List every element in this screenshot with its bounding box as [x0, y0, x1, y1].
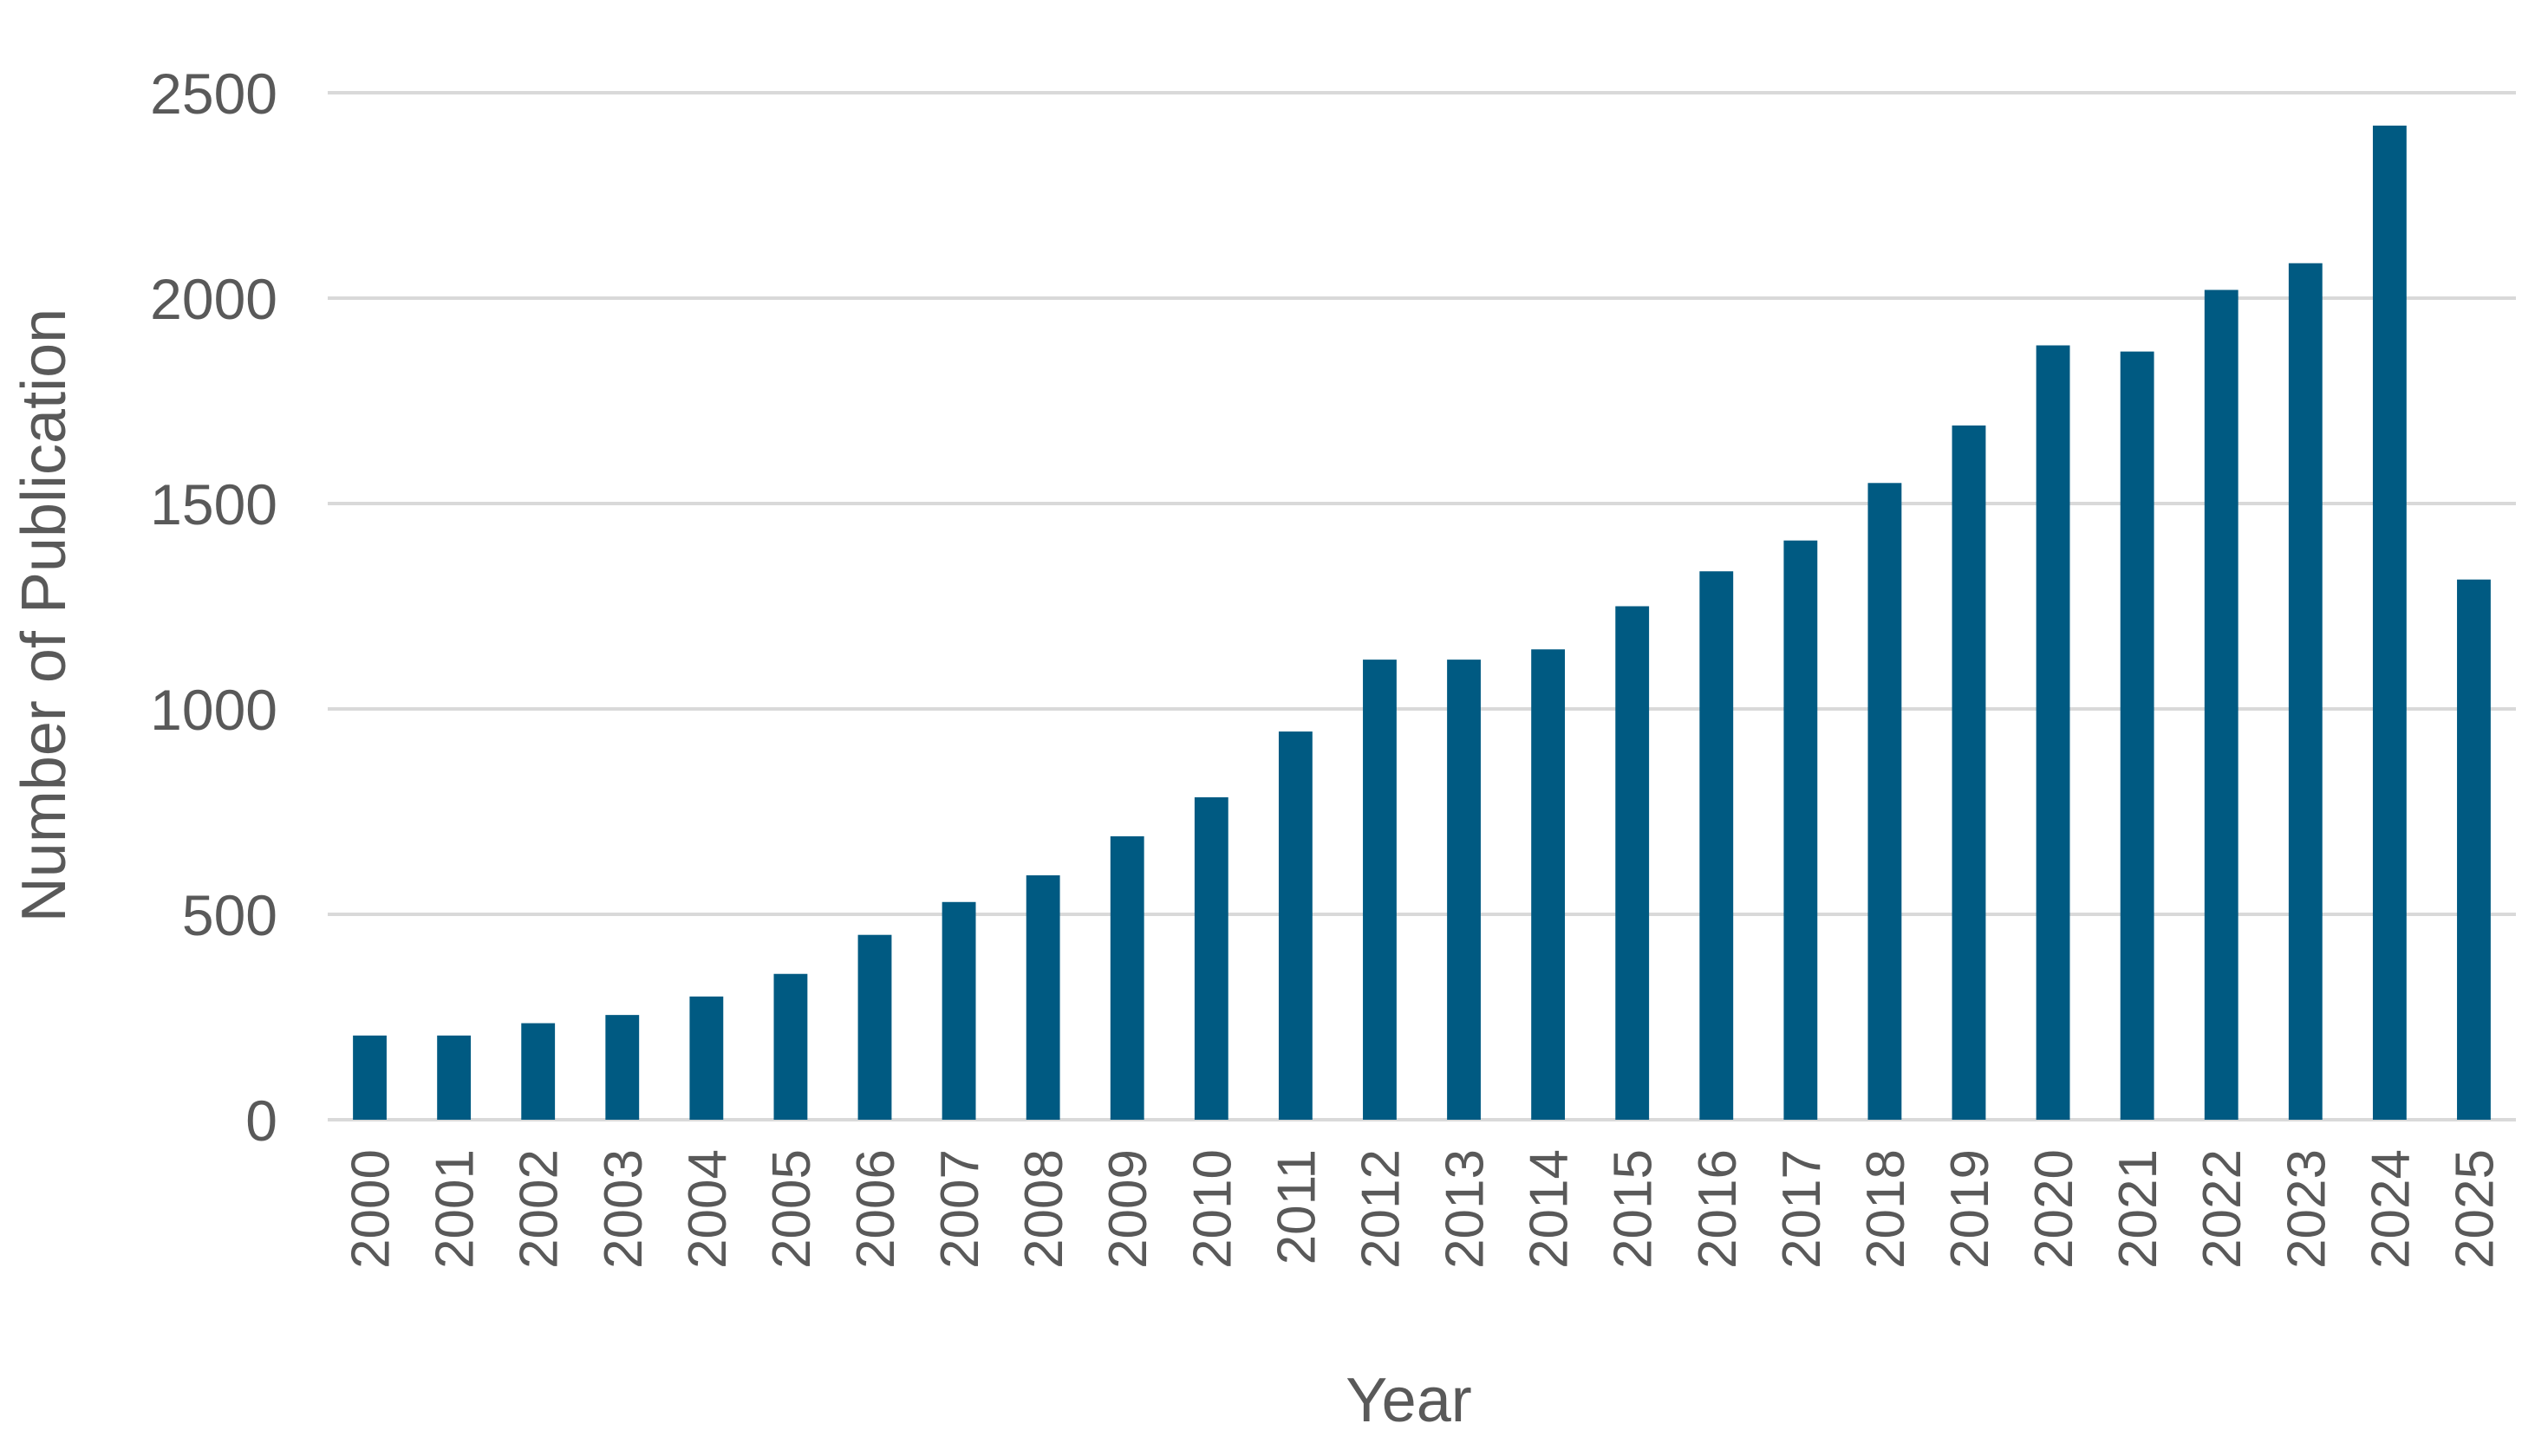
x-tick-label: 2023: [2277, 1149, 2336, 1269]
bar-2024: [2372, 125, 2407, 1120]
bar-2017: [1783, 540, 1818, 1120]
bar-2016: [1699, 571, 1734, 1120]
bar-2022: [2204, 289, 2238, 1120]
bar-2000: [353, 1035, 387, 1120]
x-tick-label: 2007: [930, 1149, 990, 1269]
x-tick-label: 2012: [1351, 1149, 1411, 1269]
x-tick-labels: 2000 2001 2002 2003 2004 2005 2006 2007 2008 2009…: [342, 1149, 2506, 1269]
x-tick-label: 2018: [1856, 1149, 1916, 1269]
y-tick-label: 2500: [150, 62, 277, 126]
x-tick-label: 2019: [1940, 1149, 2000, 1269]
x-tick-label: 2002: [510, 1149, 570, 1269]
bar-2014: [1531, 649, 1566, 1120]
bar-2020: [2036, 345, 2070, 1120]
bar-2007: [942, 901, 976, 1120]
x-tick-label: 2000: [342, 1149, 401, 1269]
x-tick-label: 2010: [1183, 1149, 1242, 1269]
bar-2021: [2120, 351, 2154, 1120]
y-tick-label: 2000: [150, 267, 277, 331]
bar-2011: [1278, 731, 1313, 1120]
x-tick-label: 2020: [2024, 1149, 2084, 1269]
x-tick-label: 2011: [1267, 1149, 1326, 1264]
x-tick-label: 2014: [1520, 1149, 1580, 1269]
x-tick-label: 2022: [2193, 1149, 2252, 1269]
bar-2025: [2457, 579, 2491, 1120]
gridlines: [328, 91, 2516, 1121]
x-tick-label: 2006: [846, 1149, 906, 1269]
y-tick-label: 1000: [150, 678, 277, 742]
y-tick-label: 500: [182, 883, 277, 947]
x-axis-title: Year: [1346, 1366, 1471, 1435]
x-tick-label: 2001: [426, 1149, 485, 1269]
x-tick-label: 2004: [678, 1149, 738, 1269]
y-tick-labels: 0 500 1000 1500 2000 2500: [150, 62, 277, 1153]
bar-2006: [857, 934, 892, 1120]
bar-2015: [1615, 606, 1650, 1120]
bar-2009: [1110, 835, 1144, 1120]
x-tick-label: 2008: [1014, 1149, 1074, 1269]
y-tick-label: 1500: [150, 472, 277, 536]
bar-2001: [437, 1035, 472, 1120]
x-tick-label: 2017: [1772, 1149, 1832, 1269]
bar-2004: [689, 996, 724, 1120]
bar-2012: [1363, 660, 1397, 1120]
x-tick-label: 2005: [762, 1149, 822, 1269]
x-tick-label: 2009: [1098, 1149, 1158, 1269]
bar-2003: [605, 1015, 640, 1120]
bar-2002: [521, 1023, 556, 1120]
x-tick-label: 2016: [1688, 1149, 1748, 1269]
x-tick-label: 2025: [2445, 1149, 2505, 1269]
x-tick-label: 2021: [2108, 1149, 2168, 1269]
bar-2023: [2288, 263, 2323, 1121]
bar-2005: [773, 973, 808, 1120]
x-tick-label: 2024: [2361, 1149, 2421, 1269]
x-tick-label: 2015: [1604, 1149, 1664, 1269]
y-tick-label: 0: [245, 1089, 277, 1153]
y-axis-title: Number of Publication: [10, 309, 79, 922]
x-tick-label: 2013: [1436, 1149, 1496, 1269]
bar-2018: [1867, 483, 1902, 1120]
x-tick-label: 2003: [594, 1149, 654, 1269]
bars: [353, 125, 2491, 1121]
bar-2010: [1194, 796, 1228, 1120]
bar-2008: [1026, 874, 1060, 1120]
bar-2019: [1952, 425, 1986, 1120]
bar-2013: [1447, 660, 1481, 1120]
